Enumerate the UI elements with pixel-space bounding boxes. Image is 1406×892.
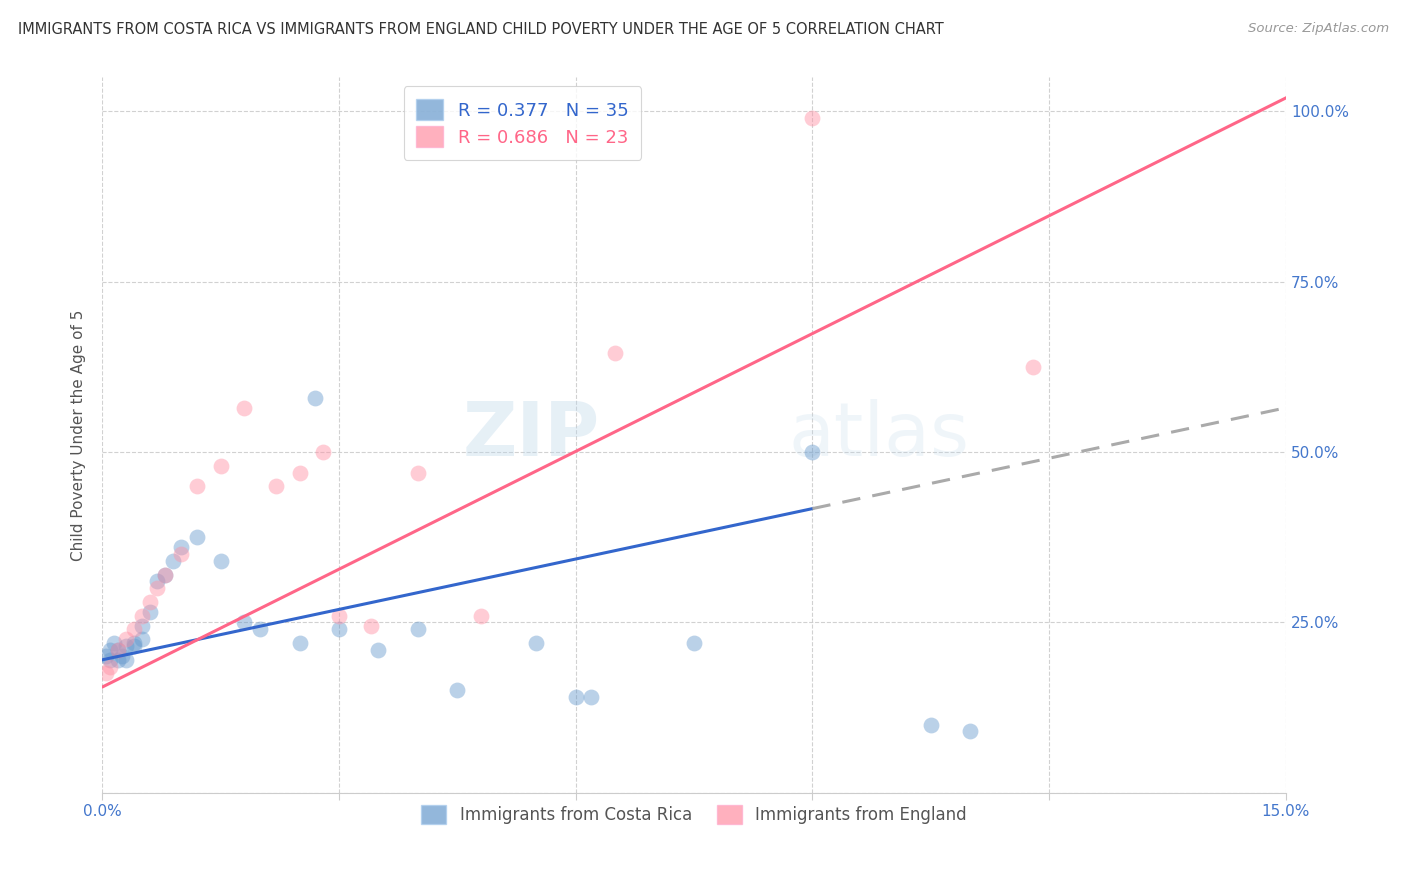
Point	[801, 445, 824, 459]
Point	[683, 636, 706, 650]
Point	[186, 530, 208, 544]
Point	[801, 112, 824, 126]
Point	[146, 574, 169, 589]
Point	[170, 547, 193, 561]
Point	[524, 636, 547, 650]
Point	[98, 642, 121, 657]
Text: atlas: atlas	[789, 399, 970, 472]
Point	[146, 582, 169, 596]
Text: Source: ZipAtlas.com: Source: ZipAtlas.com	[1249, 22, 1389, 36]
Point	[155, 567, 177, 582]
Point	[581, 690, 603, 705]
Point	[115, 639, 138, 653]
Point	[162, 554, 184, 568]
Point	[959, 724, 981, 739]
Point	[446, 683, 468, 698]
Point	[122, 622, 145, 636]
Point	[304, 391, 326, 405]
Point	[115, 653, 138, 667]
Text: ZIP: ZIP	[463, 399, 599, 472]
Point	[605, 346, 627, 360]
Point	[312, 445, 335, 459]
Point	[138, 595, 160, 609]
Point	[122, 636, 145, 650]
Point	[107, 642, 129, 657]
Point	[107, 653, 129, 667]
Point	[288, 466, 311, 480]
Point	[920, 717, 942, 731]
Point	[98, 659, 121, 673]
Point	[103, 636, 125, 650]
Y-axis label: Child Poverty Under the Age of 5: Child Poverty Under the Age of 5	[72, 310, 86, 561]
Point	[360, 619, 382, 633]
Text: IMMIGRANTS FROM COSTA RICA VS IMMIGRANTS FROM ENGLAND CHILD POVERTY UNDER THE AG: IMMIGRANTS FROM COSTA RICA VS IMMIGRANTS…	[18, 22, 943, 37]
Point	[131, 608, 153, 623]
Point	[138, 605, 160, 619]
Point	[209, 458, 232, 473]
Point	[406, 622, 429, 636]
Point	[328, 608, 350, 623]
Point	[264, 479, 287, 493]
Point	[288, 636, 311, 650]
Point	[107, 642, 129, 657]
Point	[131, 632, 153, 647]
Point	[564, 690, 586, 705]
Point	[328, 622, 350, 636]
Point	[115, 632, 138, 647]
Point	[155, 567, 177, 582]
Point	[249, 622, 271, 636]
Point	[209, 554, 232, 568]
Point	[233, 615, 256, 630]
Point	[367, 642, 389, 657]
Point	[111, 649, 134, 664]
Point	[170, 541, 193, 555]
Point	[131, 619, 153, 633]
Legend: Immigrants from Costa Rica, Immigrants from England: Immigrants from Costa Rica, Immigrants f…	[412, 795, 977, 834]
Point	[96, 649, 118, 664]
Point	[233, 401, 256, 415]
Point	[122, 639, 145, 653]
Point	[98, 653, 121, 667]
Point	[186, 479, 208, 493]
Point	[406, 466, 429, 480]
Point	[470, 608, 492, 623]
Point	[1022, 359, 1045, 374]
Point	[96, 666, 118, 681]
